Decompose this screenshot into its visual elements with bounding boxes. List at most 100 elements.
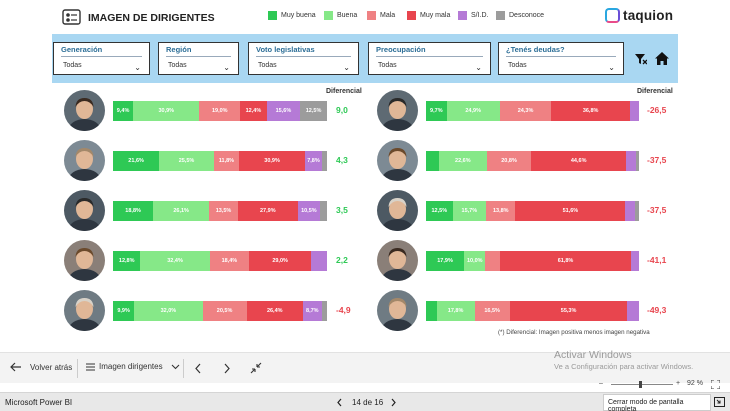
bar-segment-muy-mala[interactable]: 44,6% — [531, 151, 627, 171]
bar-right-1[interactable]: 9,7% 24,9% 24,3% 36,8% — [426, 101, 639, 121]
bar-segment-buena[interactable]: 32,4% — [140, 251, 210, 271]
bar-segment-buena[interactable]: 17,8% — [436, 301, 475, 321]
previous-page-icon[interactable] — [336, 398, 343, 407]
filter-icon[interactable] — [635, 53, 647, 65]
brand-name: taquion — [623, 8, 674, 23]
zoom-out-button[interactable]: – — [599, 380, 603, 387]
chevron-down-icon[interactable]: ⌄ — [223, 63, 230, 72]
bar-segment-muy-mala[interactable]: 30,9% — [239, 151, 306, 171]
bar-segment-muy-buena[interactable]: 21,6% — [113, 151, 160, 171]
bar-segment-mala[interactable]: 13,8% — [486, 201, 516, 221]
zoom-slider-handle[interactable] — [639, 381, 642, 388]
zoom-in-button[interactable]: + — [676, 380, 681, 387]
avatar-right-4 — [377, 240, 418, 281]
bar-right-2[interactable]: 22,6% 20,8% 44,6% — [426, 151, 639, 171]
exit-fullscreen-button[interactable]: Cerrar modo de pantalla completa — [603, 394, 711, 411]
legend-label: Desconoce — [509, 12, 545, 19]
bar-segment-s-i-d-[interactable] — [631, 251, 639, 271]
bar-segment-muy-mala[interactable]: 36,8% — [551, 101, 630, 121]
chevron-down-icon[interactable]: ⌄ — [134, 63, 141, 72]
bar-segment-muy-mala[interactable]: 27,9% — [237, 201, 298, 221]
bar-left-5[interactable]: 9,9% 32,0% 20,5% 26,4% 8,7% — [113, 301, 327, 321]
slicer-tenes-deudas[interactable]: ¿Tenés deudas? Todas ⌄ — [498, 42, 624, 75]
zoom-slider-track[interactable] — [611, 384, 673, 385]
bar-segment-s-i-d-[interactable] — [311, 251, 327, 271]
bar-segment-muy-buena[interactable]: 9,9% — [113, 301, 135, 321]
bar-left-2[interactable]: 21,6% 25,5% 11,8% 30,9% 7,8% — [113, 151, 327, 171]
chevron-down-icon[interactable]: ⌄ — [343, 63, 350, 72]
bar-segment-buena[interactable]: 25,5% — [159, 151, 214, 171]
bar-segment-desconoce[interactable]: 12,5% — [300, 101, 327, 121]
bar-segment-s-i-d-[interactable]: 7,8% — [305, 151, 322, 171]
bar-segment-mala[interactable]: 20,8% — [486, 151, 532, 171]
bar-segment-muy-buena[interactable] — [426, 301, 437, 321]
bar-segment-mala[interactable]: 11,8% — [213, 151, 240, 171]
legend-swatch — [496, 11, 505, 20]
bar-segment-desconoce[interactable] — [320, 201, 327, 221]
bar-left-3[interactable]: 18,8% 26,1% 13,5% 27,9% 10,5% — [113, 201, 327, 221]
bar-segment-buena[interactable]: 30,9% — [133, 101, 200, 121]
bar-segment-buena[interactable]: 15,7% — [452, 201, 487, 221]
bar-segment-muy-buena[interactable]: 12,5% — [426, 201, 453, 221]
legend-swatch — [324, 11, 333, 20]
bar-segment-buena[interactable]: 24,9% — [446, 101, 500, 121]
bar-segment-muy-mala[interactable]: 51,6% — [515, 201, 626, 221]
bar-segment-desconoce[interactable] — [634, 201, 639, 221]
bar-segment-mala[interactable]: 13,5% — [209, 201, 238, 221]
bar-segment-muy-mala[interactable]: 29,0% — [249, 251, 312, 271]
bar-segment-desconoce[interactable] — [321, 151, 327, 171]
bar-segment-muy-mala[interactable]: 12,4% — [240, 101, 267, 121]
bar-segment-muy-buena[interactable]: 9,7% — [426, 101, 447, 121]
slicer-region[interactable]: Región Todas ⌄ — [158, 42, 239, 75]
back-button[interactable]: Volver atrás — [10, 362, 72, 372]
collapse-icon[interactable] — [250, 362, 262, 374]
bar-segment-mala[interactable]: 16,5% — [474, 301, 510, 321]
bar-segment-buena[interactable]: 10,0% — [464, 251, 486, 271]
bar-right-5[interactable]: 17,8% 16,5% 55,3% — [426, 301, 639, 321]
bar-right-3[interactable]: 12,5% 15,7% 13,8% 51,6% — [426, 201, 639, 221]
bar-segment-s-i-d-[interactable] — [625, 201, 635, 221]
fit-to-page-icon[interactable] — [711, 380, 720, 389]
slicer-preocupacion[interactable]: Preocupación Todas ⌄ — [368, 42, 491, 75]
bar-segment-muy-mala[interactable]: 55,3% — [509, 301, 628, 321]
bar-left-1[interactable]: 9,4% 30,9% 19,0% 12,4% 15,6% 12,5% — [113, 101, 327, 121]
bar-right-4[interactable]: 17,9% 10,0% 61,8% — [426, 251, 639, 271]
next-page-icon[interactable] — [223, 363, 231, 374]
slicer-generacion[interactable]: Generación Todas ⌄ — [53, 42, 150, 75]
bar-segment-s-i-d-[interactable]: 10,5% — [297, 201, 321, 221]
bar-segment-muy-mala[interactable]: 61,8% — [499, 251, 632, 271]
bar-segment-mala[interactable]: 24,3% — [499, 101, 552, 121]
bar-segment-muy-mala[interactable]: 26,4% — [246, 301, 303, 321]
bar-segment-muy-buena[interactable]: 18,8% — [113, 201, 154, 221]
bar-segment-s-i-d-[interactable] — [629, 101, 639, 121]
diff-value-right-1: -26,5 — [647, 105, 667, 115]
bar-segment-muy-buena[interactable] — [426, 151, 439, 171]
bar-segment-desconoce[interactable] — [321, 301, 327, 321]
bar-segment-muy-buena[interactable]: 17,9% — [426, 251, 465, 271]
bar-segment-buena[interactable]: 32,0% — [134, 301, 203, 321]
next-page-icon[interactable] — [390, 398, 397, 407]
page-menu-button[interactable]: Imagen dirigentes — [86, 362, 180, 371]
bar-segment-buena[interactable]: 26,1% — [153, 201, 210, 221]
chevron-down-icon[interactable]: ⌄ — [608, 63, 615, 72]
bar-segment-s-i-d-[interactable]: 8,7% — [302, 301, 322, 321]
avatar-right-5 — [377, 290, 418, 331]
bar-segment-mala[interactable]: 19,0% — [199, 101, 241, 121]
bar-left-4[interactable]: 12,8% 32,4% 18,4% 29,0% — [113, 251, 327, 271]
bar-segment-mala[interactable]: 20,5% — [202, 301, 247, 321]
exit-fullscreen-icon[interactable] — [714, 397, 725, 407]
chevron-down-icon[interactable]: ⌄ — [475, 63, 482, 72]
bar-segment-muy-buena[interactable]: 9,4% — [113, 101, 134, 121]
bar-segment-muy-buena[interactable]: 12,8% — [113, 251, 141, 271]
home-icon[interactable] — [655, 52, 669, 65]
bar-segment-s-i-d-[interactable]: 15,6% — [266, 101, 301, 121]
previous-page-icon[interactable] — [194, 363, 202, 374]
slicer-label: Voto legislativas — [256, 45, 315, 54]
slicer-voto-legislativas[interactable]: Voto legislativas Todas ⌄ — [248, 42, 359, 75]
bar-segment-s-i-d-[interactable] — [626, 151, 636, 171]
bar-segment-desconoce[interactable] — [635, 151, 639, 171]
bar-segment-s-i-d-[interactable] — [627, 301, 639, 321]
bar-segment-mala[interactable] — [485, 251, 500, 271]
bar-segment-buena[interactable]: 22,6% — [438, 151, 487, 171]
bar-segment-mala[interactable]: 18,4% — [209, 251, 250, 271]
